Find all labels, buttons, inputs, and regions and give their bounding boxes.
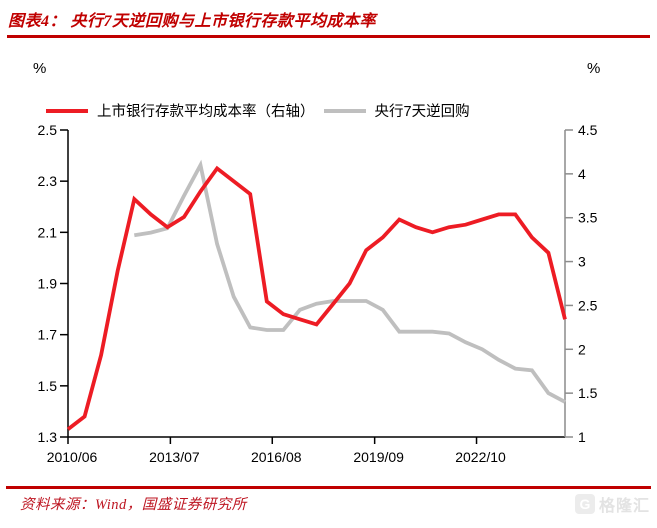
legend-label-reverse-repo: 央行7天逆回购 [374, 104, 470, 120]
right-axis-tick-label: 1.5 [578, 385, 598, 401]
chart-title: 图表4： 央行7天逆回购与上市银行存款平均成本率 [8, 13, 377, 30]
legend-item-reverse-repo: 央行7天逆回购 [323, 100, 470, 121]
series-line-reverse-repo [133, 159, 566, 404]
x-axis-tick-label: 2013/07 [149, 449, 200, 465]
chart-legend: 上市银行存款平均成本率（右轴） 央行7天逆回购 [46, 100, 470, 121]
left-axis-tick-label: 1.3 [38, 429, 58, 445]
left-axis-tick-label: 1.5 [38, 378, 58, 394]
x-axis-tick-label: 2016/08 [251, 449, 302, 465]
right-axis-tick-label: 4.5 [578, 122, 598, 138]
left-axis-tick-label: 1.9 [38, 276, 58, 292]
gray-line-swatch-icon [323, 108, 366, 113]
red-line-swatch-icon [46, 108, 88, 113]
chart-area: % % 上市银行存款平均成本率（右轴） 央行7天逆回购 2.5 2.3 2.1 1.9… [0, 58, 657, 470]
right-axis-tick-label: 2.5 [578, 297, 598, 313]
line-chart-canvas: 2.5 2.3 2.1 1.9 1.7 1.5 1.3 4.5 4 3.5 3 2.5 2 1.5 1 201… [38, 122, 598, 465]
right-axis-tick-label: 2 [578, 341, 586, 357]
left-axis-tick-label: 2.1 [38, 224, 58, 240]
right-axis-unit-label: % [587, 60, 601, 77]
footer-divider [6, 486, 651, 489]
left-axis-tick-label: 2.3 [38, 173, 58, 189]
right-axis-tick-label: 3 [578, 254, 586, 270]
x-axis-tick-label: 2022/10 [455, 449, 506, 465]
source-note: 资料来源：Wind，国盛证券研究所 [20, 497, 247, 513]
gelonghui-logo-icon: G [574, 494, 595, 514]
left-axis-tick-label: 2.5 [38, 122, 58, 138]
legend-label-deposit-cost: 上市银行存款平均成本率（右轴） [97, 104, 315, 120]
right-axis-tick-label: 4 [578, 166, 586, 182]
title-divider [7, 35, 650, 38]
gelonghui-watermark-text: 格隆汇 [598, 498, 650, 515]
left-axis-tick-label: 1.7 [38, 327, 58, 343]
left-axis-unit-label: % [33, 60, 47, 77]
right-axis-tick-label: 1 [578, 429, 586, 445]
x-axis-tick-label: 2019/09 [353, 449, 404, 465]
series-line-deposit-cost [66, 165, 567, 431]
legend-item-deposit-cost: 上市银行存款平均成本率（右轴） [46, 100, 315, 121]
gelonghui-watermark: G 格隆汇 [574, 492, 650, 516]
x-axis-tick-label: 2010/06 [47, 449, 98, 465]
right-axis-tick-label: 3.5 [578, 210, 598, 226]
